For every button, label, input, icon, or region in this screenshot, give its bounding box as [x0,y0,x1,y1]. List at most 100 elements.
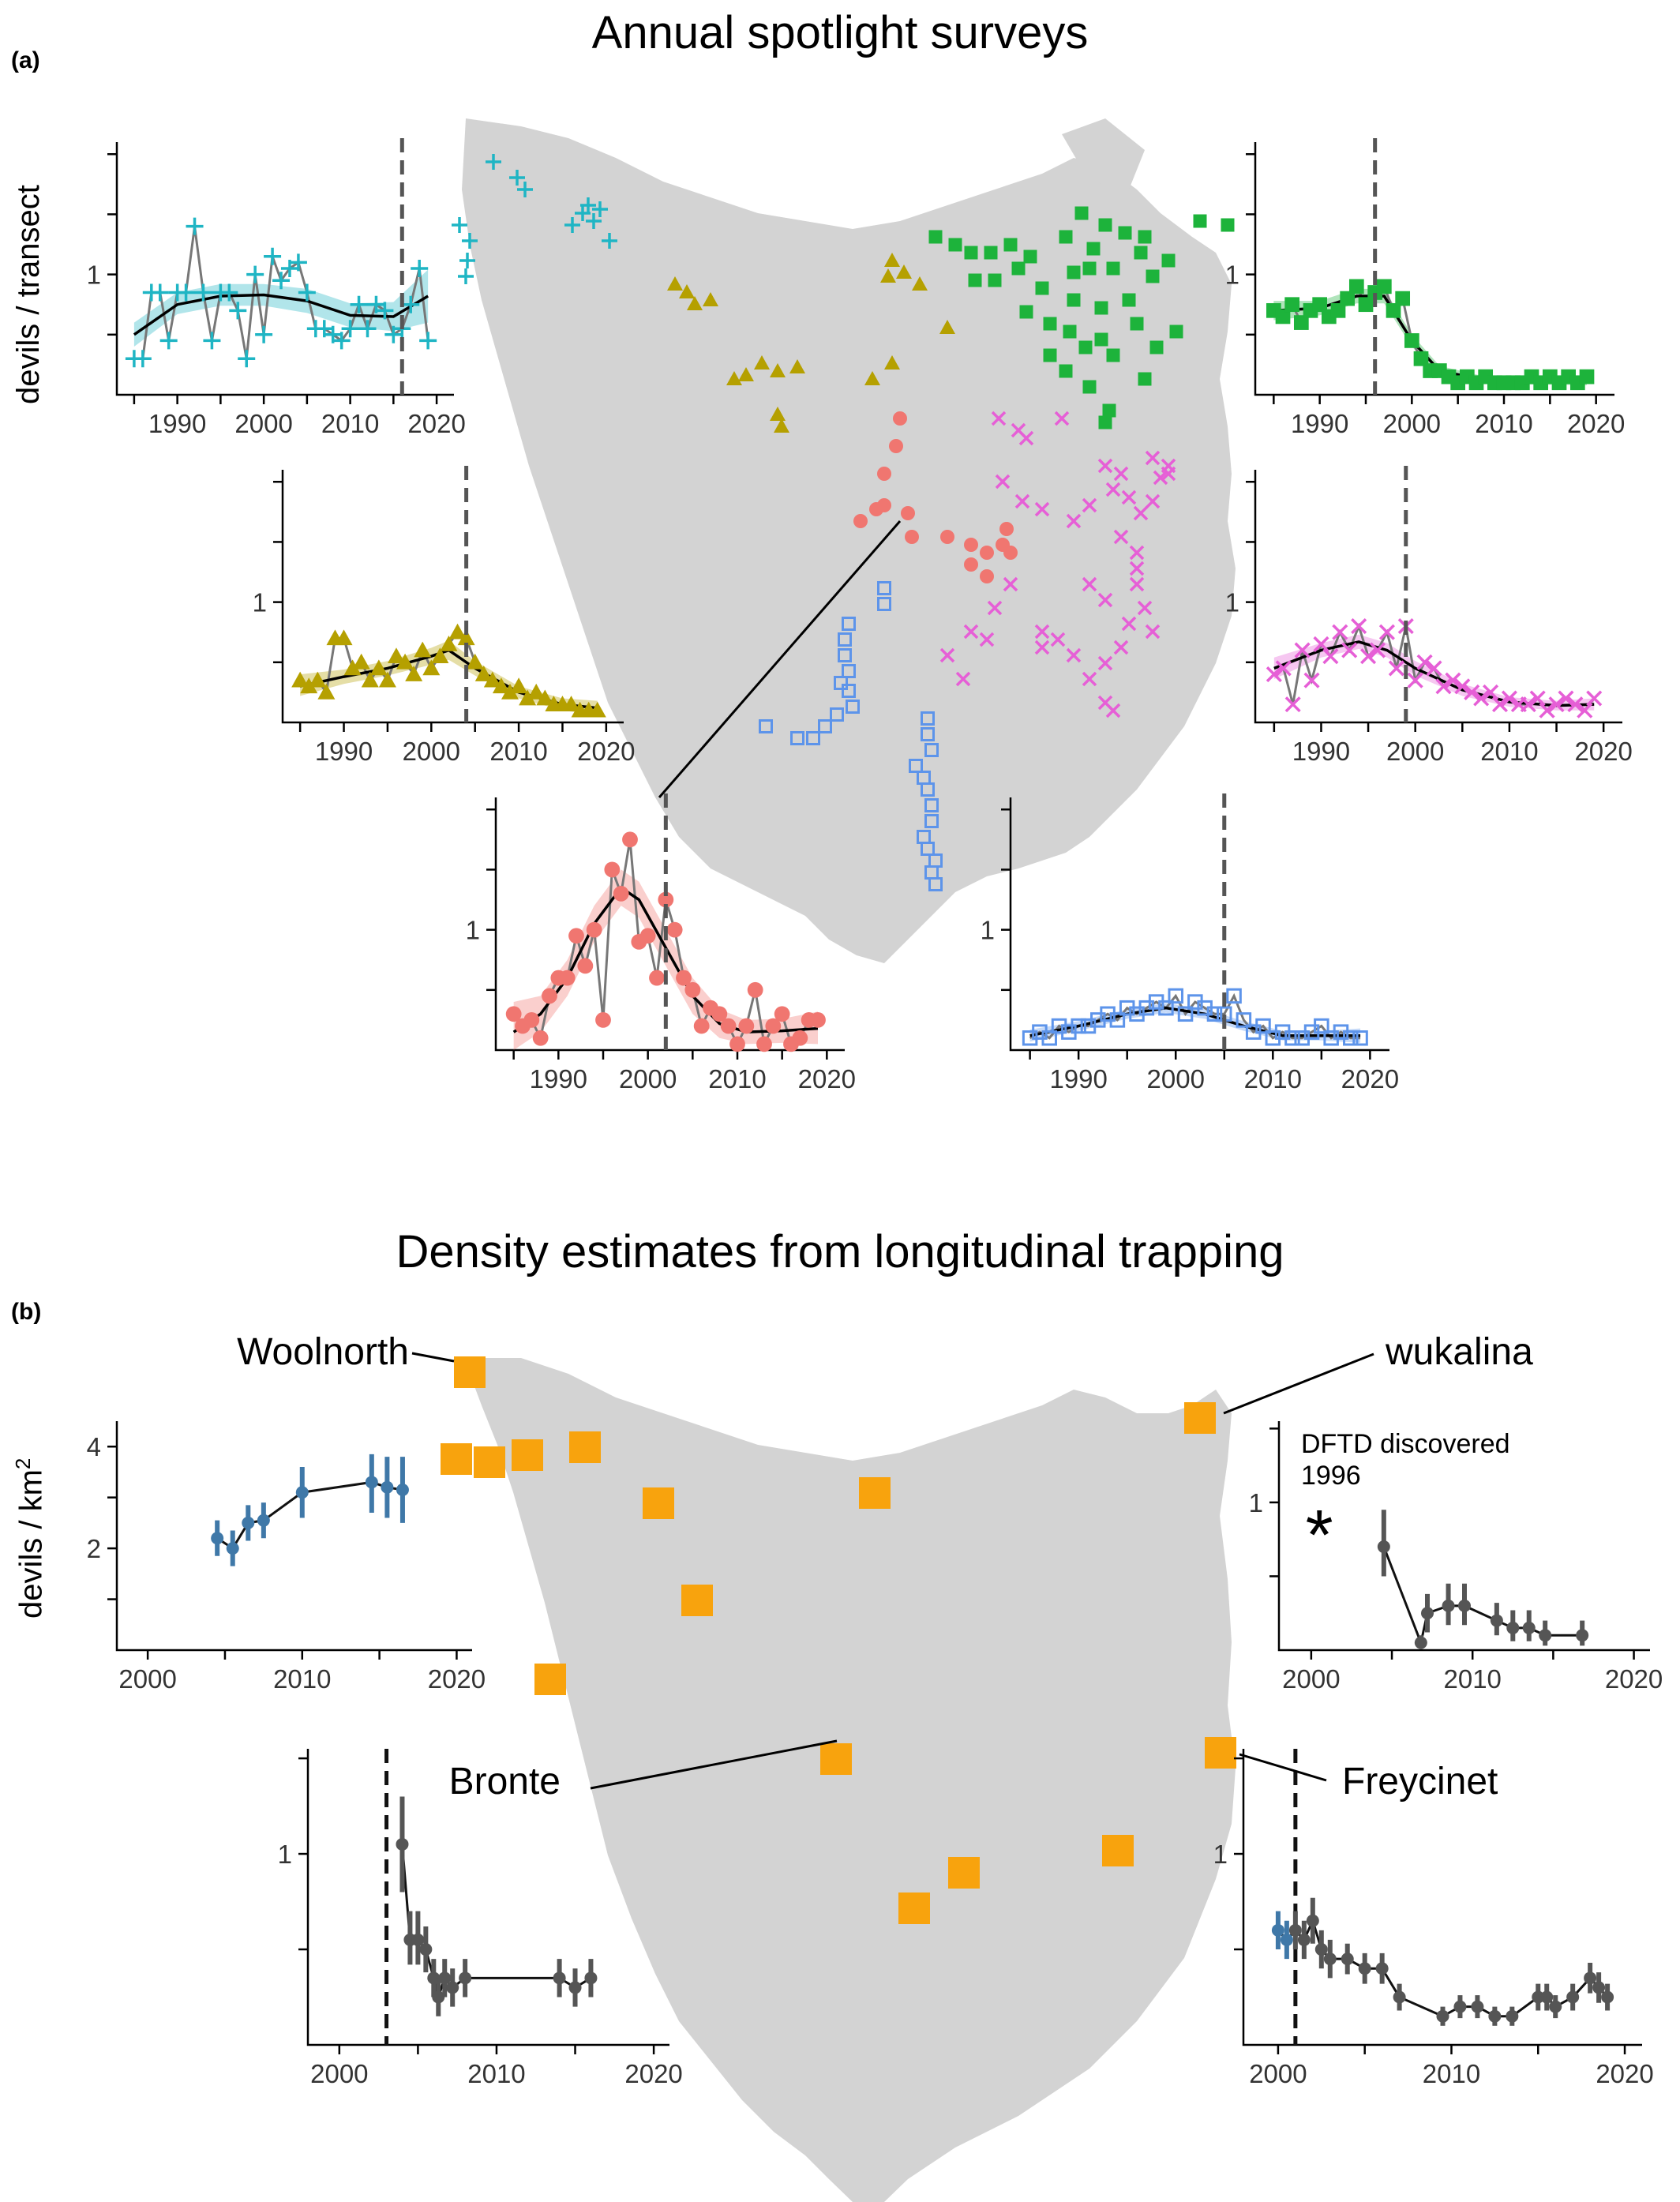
data-point [462,233,478,249]
data-point [667,276,683,291]
data-point [229,302,247,320]
data-point [562,696,580,711]
data-point [361,671,379,688]
data-point [1522,1621,1536,1634]
data-point [1118,226,1132,240]
data-point [1018,430,1034,446]
data-point [1532,1990,1545,2004]
data-point [980,546,994,560]
data-point [770,363,786,377]
data-point [1393,1990,1406,2004]
x-tick-label: 2010 [489,737,547,766]
data-point [1050,632,1066,647]
data-point [754,355,770,370]
data-point [1226,988,1242,1004]
data-point [238,350,256,368]
data-point [365,1476,378,1489]
site-marker [643,1487,674,1519]
data-point [1376,279,1392,294]
data-point [1086,242,1101,256]
data-point [639,928,656,944]
y-tick-label: 1 [981,916,995,945]
x-tick-label: 2010 [1480,737,1538,766]
x-tick-label: 2010 [1444,1664,1502,1694]
data-point [577,958,594,974]
data-point [483,671,501,688]
x-tick-label: 2020 [624,2059,682,2088]
data-point [1236,1012,1252,1028]
data-point [984,246,998,260]
data-point [877,467,891,481]
data-point [703,292,718,306]
data-point [1332,624,1348,640]
data-point [1323,1953,1337,1966]
x-tick-label: 2020 [407,409,465,438]
data-point [1145,624,1161,640]
data-point [1158,1000,1174,1016]
inset-chart-survey-middle-left: 1990 2000 2010 2020 1 [253,466,636,766]
data-point [255,325,273,343]
data-point [457,629,475,646]
tasmania-map-trapping [466,1358,1236,2202]
callout-line [590,1739,838,1790]
data-point [1133,505,1149,521]
data-point [1145,450,1161,466]
data-point [693,1018,710,1034]
data-point [1275,309,1291,324]
data-point [588,701,606,718]
data-point [676,970,692,986]
data-point [765,1018,782,1034]
data-point [1416,654,1433,670]
data-point [759,719,773,733]
data-point [889,439,903,453]
inset-chart-survey-bottom-right: 1990 2000 2010 2020 1 [981,793,1399,1093]
data-point [405,666,423,681]
data-point [592,201,608,217]
data-point [1343,1030,1359,1046]
data-point [505,1006,522,1022]
site-label-woolnorth: Woolnorth [237,1331,409,1373]
y-tick-label: 1 [87,261,101,290]
axis-lines [281,470,624,724]
data-point [1134,246,1148,260]
data-point [492,677,510,694]
data-point [300,677,318,694]
data-point [666,921,683,938]
x-tick-label: 2010 [321,409,379,438]
data-point [1340,291,1356,306]
data-point [486,154,501,170]
data-point [1059,364,1073,378]
data-point [1579,369,1595,385]
data-point [542,988,557,1004]
data-point [853,514,868,528]
x-tick-label: 2020 [577,737,635,766]
data-point [1129,561,1145,576]
data-point [1313,636,1329,652]
data-point [419,1943,433,1956]
x-tick-label: 2020 [428,1664,486,1694]
inset-chart-woolnorth: 2000 2010 2020 2 4 [87,1421,486,1694]
data-point [1206,1006,1223,1022]
data-point [928,230,943,244]
callouts: Woolnorth wukalina Bronte Freycinet [237,1331,1533,1802]
x-tick-label: 1990 [315,737,373,766]
data-point [335,629,353,646]
data-point [1074,206,1089,220]
data-point [1019,305,1033,319]
inset-chart-wukalina: 2000 2010 2020 1 [1249,1421,1663,1694]
data-point [790,731,804,745]
x-tick-label: 1990 [1291,409,1348,438]
x-tick-label: 2010 [708,1064,766,1093]
data-point [159,332,178,350]
y-tick-label: 1 [1225,261,1239,290]
data-point [459,1971,472,1985]
data-point [991,411,1007,426]
data-point [474,666,493,681]
data-point [1014,493,1030,509]
data-point [1297,1933,1311,1946]
data-point [358,320,377,338]
trapping-sites [441,1356,1236,1924]
data-point [1078,340,1093,354]
x-tick-label: 2020 [1341,1064,1399,1093]
data-point [1404,333,1419,348]
